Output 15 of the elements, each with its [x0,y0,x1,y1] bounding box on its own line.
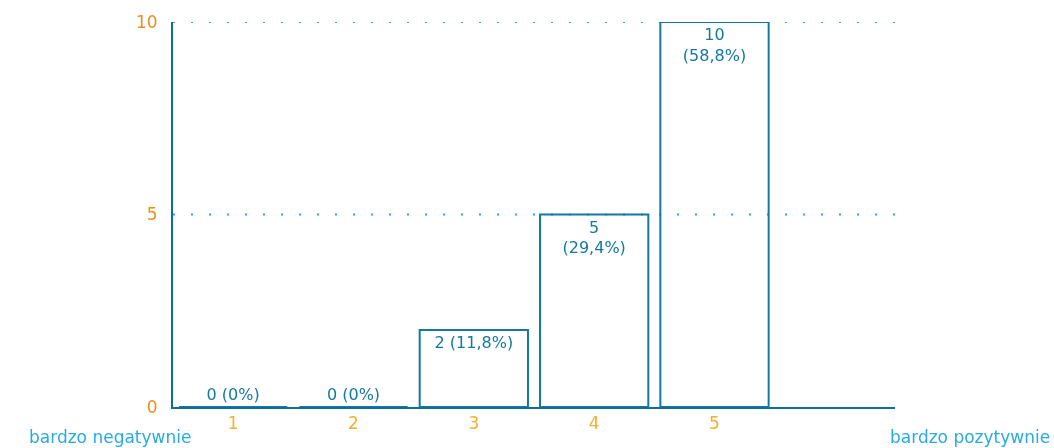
data-label: 10 (58,8%) [682,25,747,65]
data-label: 2 (11,8%) [434,333,514,352]
text: bardzo negatywnie [29,427,192,447]
y-tick-label: 10 [135,11,158,32]
data-label: 5 (29,4%) [562,217,626,258]
x-tick-label: 2 [348,413,359,434]
data-label: 0 (0%) [326,385,381,404]
y-tick-label: 0 [146,396,158,417]
text: bardzo pozytywnie [890,427,1051,447]
data-label: 0 (0%) [206,385,260,404]
y-tick-label: 5 [146,204,158,225]
x-tick-label: 4 [588,413,600,434]
x-tick-label: 5 [709,413,720,434]
x-tick-label: 1 [227,413,239,434]
x-tick-label: 3 [468,413,480,434]
